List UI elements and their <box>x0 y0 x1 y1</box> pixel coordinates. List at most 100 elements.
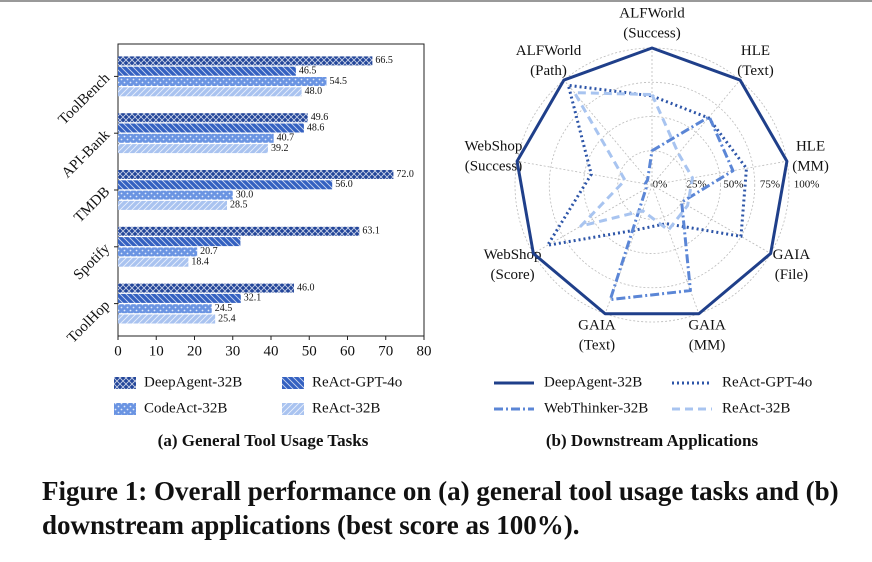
bar <box>118 247 198 257</box>
bar <box>118 56 373 66</box>
x-tick-label: 20 <box>187 343 202 359</box>
spoke <box>651 160 787 186</box>
value-label: 18.4 <box>191 256 209 267</box>
grid-circle <box>548 81 756 289</box>
value-label: 48.0 <box>305 86 323 97</box>
x-tick-label: 10 <box>149 343 164 359</box>
y-tick-label: TMDB <box>71 184 113 226</box>
radar-line <box>515 46 789 316</box>
value-label: 49.6 <box>311 112 329 123</box>
axis-label: HLE <box>741 43 770 59</box>
y-tick-label: ToolBench <box>56 70 114 128</box>
r-tick-label: 50% <box>723 179 743 191</box>
radar-line <box>608 115 735 302</box>
radar-line <box>573 91 694 232</box>
bar <box>118 113 308 123</box>
axis-label: (File) <box>775 267 808 283</box>
bar <box>118 180 333 190</box>
axis-label: (Score) <box>490 267 534 283</box>
spoke <box>651 184 771 254</box>
value-label: 39.2 <box>271 143 289 154</box>
axis-label: HLE <box>796 138 825 154</box>
axis-label: (Success) <box>465 158 522 174</box>
axis-label: (Text) <box>737 63 773 79</box>
x-tick-label: 30 <box>225 343 240 359</box>
bar <box>118 293 241 303</box>
bar <box>118 283 294 293</box>
legend-swatch <box>282 403 304 415</box>
legend-label: ReAct-32B <box>312 400 380 416</box>
bar <box>118 226 360 236</box>
axis-label: (MM) <box>689 338 726 354</box>
value-label: 63.1 <box>362 226 380 237</box>
x-tick-label: 40 <box>264 343 279 359</box>
x-tick-label: 80 <box>417 343 432 359</box>
value-label: 32.1 <box>244 293 262 304</box>
bar <box>118 66 296 76</box>
r-tick-label: 100% <box>794 179 820 191</box>
bar <box>118 304 212 314</box>
bar <box>118 170 394 179</box>
legend-label: ReAct-GPT-4o <box>312 374 402 390</box>
bar <box>118 314 216 324</box>
x-tick-label: 60 <box>340 343 355 359</box>
value-label: 56.0 <box>335 179 353 190</box>
value-label: 46.5 <box>299 65 317 76</box>
axis-label: WebShop <box>484 247 542 263</box>
spoke <box>651 79 741 186</box>
axis-label: (Text) <box>579 338 615 354</box>
axis-label: GAIA <box>688 318 726 334</box>
value-label: 40.7 <box>277 133 295 144</box>
legend-label: WebThinker-32B <box>544 400 648 416</box>
value-label: 54.5 <box>329 76 347 87</box>
legend-label: CodeAct-32B <box>144 400 227 416</box>
bar <box>118 257 189 267</box>
x-tick-label: 0 <box>114 343 122 359</box>
legend-swatch <box>282 377 304 389</box>
value-label: 28.5 <box>230 200 248 211</box>
spoke <box>563 79 653 186</box>
figure-caption: Figure 1: Overall performance on (a) gen… <box>42 476 839 540</box>
bar <box>118 87 302 97</box>
value-label: 24.5 <box>215 303 233 314</box>
spoke <box>651 184 700 314</box>
value-label: 30.0 <box>236 189 254 200</box>
x-tick-label: 70 <box>378 343 393 359</box>
legend-label: ReAct-GPT-4o <box>722 374 812 390</box>
spoke <box>517 160 653 186</box>
radar-line <box>546 83 748 247</box>
subplot-caption: (a) General Tool Usage Tasks <box>158 431 369 450</box>
bar <box>118 77 327 86</box>
value-label: 66.5 <box>375 55 393 66</box>
value-label: 46.0 <box>297 282 315 293</box>
y-tick-label: API-Bank <box>59 127 114 182</box>
bar <box>118 200 228 210</box>
legend-label: ReAct-32B <box>722 400 790 416</box>
r-tick-label: 0% <box>653 179 668 191</box>
grid-circle <box>583 116 721 254</box>
legend-swatch <box>114 403 136 415</box>
subplot-caption: (b) Downstream Applications <box>546 431 759 450</box>
value-label: 48.6 <box>307 122 325 133</box>
axis-label: WebShop <box>464 138 522 154</box>
bar <box>118 190 233 200</box>
figure: 0 10 20 30 40 50 60 70 80 ToolBench 66.5 46.5 54.5 48… <box>0 0 872 450</box>
r-tick-label: 75% <box>760 179 780 191</box>
bar <box>118 123 304 133</box>
value-label: 20.7 <box>200 246 218 257</box>
spoke <box>533 184 653 254</box>
axis-label: (Success) <box>623 25 680 41</box>
spoke <box>604 184 653 314</box>
legend-label: DeepAgent-32B <box>144 374 242 390</box>
axis-label: GAIA <box>773 247 811 263</box>
axis-label: (MM) <box>792 158 829 174</box>
bar <box>118 133 274 143</box>
value-label: 25.4 <box>218 313 236 324</box>
bar <box>118 144 268 154</box>
legend-label: DeepAgent-32B <box>544 374 642 390</box>
y-tick-label: ToolHop <box>64 298 113 347</box>
axis-label: ALFWorld <box>516 43 582 59</box>
axis-label: ALFWorld <box>619 5 685 21</box>
bar <box>118 237 241 247</box>
